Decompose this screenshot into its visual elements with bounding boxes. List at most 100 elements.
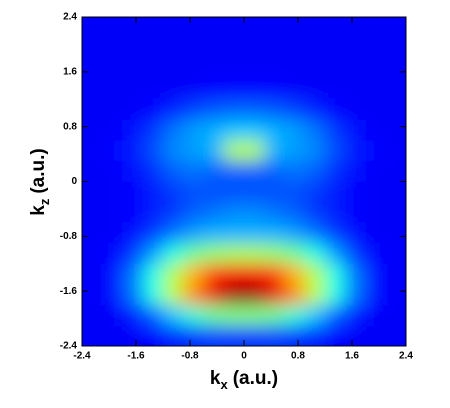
heatmap-cell xyxy=(244,78,265,100)
heatmap-cell xyxy=(345,78,366,100)
heatmap-cell xyxy=(325,202,346,224)
heatmap-cell xyxy=(142,17,164,39)
heatmap-cell xyxy=(203,284,225,306)
heatmap-cell xyxy=(142,78,164,100)
heatmap-cell xyxy=(102,243,123,265)
heatmap-cell xyxy=(82,222,103,244)
heatmap-cell xyxy=(82,284,103,306)
heatmap-cell xyxy=(163,304,184,326)
heatmap-cell xyxy=(163,181,184,203)
heatmap-cell xyxy=(264,37,285,59)
heatmap-cell xyxy=(142,119,164,141)
heatmap-cell xyxy=(385,243,406,265)
heatmap-cell xyxy=(82,140,103,162)
heatmap-cell xyxy=(102,119,123,141)
heatmap-cell xyxy=(325,119,346,141)
heatmap-cell xyxy=(163,99,184,121)
heatmap-cell xyxy=(122,119,144,141)
heatmap-cell xyxy=(264,160,285,182)
heatmap-cell xyxy=(385,140,406,162)
heatmap-cell xyxy=(183,140,204,162)
heatmap-cell xyxy=(244,284,265,306)
heatmap-cell xyxy=(82,160,103,182)
heatmap-cell xyxy=(223,78,245,100)
heatmap-cell xyxy=(203,119,225,141)
heatmap-cell xyxy=(325,37,346,59)
heatmap-cell xyxy=(223,243,245,265)
heatmap-cell xyxy=(142,202,164,224)
x-tick-label: 1.6 xyxy=(345,351,359,362)
heatmap-cell xyxy=(385,325,406,346)
heatmap-cell xyxy=(244,181,265,203)
heatmap-cell xyxy=(385,263,406,285)
heatmap-cell xyxy=(102,99,123,121)
heatmap-cell xyxy=(284,160,306,182)
heatmap-cell xyxy=(122,222,144,244)
heatmap-cell xyxy=(183,222,204,244)
heatmap-cell xyxy=(264,78,285,100)
heatmap-cell xyxy=(284,17,306,39)
heatmap-cell xyxy=(304,58,326,80)
heatmap-cell xyxy=(82,58,103,80)
heatmap-cell xyxy=(142,325,164,346)
heatmap-cell xyxy=(183,304,204,326)
heatmap-cell xyxy=(203,243,225,265)
heatmap-cell xyxy=(264,181,285,203)
heatmap-cell xyxy=(183,99,204,121)
heatmap-cell xyxy=(385,202,406,224)
heatmap-cell xyxy=(142,181,164,203)
heatmap-cell xyxy=(264,58,285,80)
heatmap-cell xyxy=(264,304,285,326)
heatmap-cell xyxy=(163,325,184,346)
heatmap-cell xyxy=(203,304,225,326)
heatmap-cell xyxy=(345,99,366,121)
heatmap-cell xyxy=(102,17,123,39)
heatmap-cell xyxy=(102,263,123,285)
heatmap-cell xyxy=(102,222,123,244)
heatmap-cell xyxy=(163,202,184,224)
heatmap-cell xyxy=(223,263,245,285)
heatmap-cell xyxy=(183,160,204,182)
heatmap-cell xyxy=(142,58,164,80)
heatmap-cell xyxy=(142,243,164,265)
heatmap-cell xyxy=(244,304,265,326)
heatmap-cell xyxy=(345,304,366,326)
heatmap-cell xyxy=(223,284,245,306)
heatmap-cell xyxy=(122,181,144,203)
heatmap xyxy=(82,17,406,346)
heatmap-cell xyxy=(102,181,123,203)
heatmap-cell xyxy=(203,17,225,39)
heatmap-cell xyxy=(163,263,184,285)
heatmap-cell xyxy=(304,325,326,346)
heatmap-cell xyxy=(304,284,326,306)
heatmap-cell xyxy=(223,99,245,121)
heatmap-cell xyxy=(244,99,265,121)
y-axis-label: kz (a.u.) xyxy=(28,148,52,215)
heatmap-cell xyxy=(345,222,366,244)
heatmap-cell xyxy=(82,263,103,285)
heatmap-cell xyxy=(325,325,346,346)
heatmap-cell xyxy=(203,160,225,182)
heatmap-cell xyxy=(203,37,225,59)
heatmap-cell xyxy=(142,263,164,285)
heatmap-cell xyxy=(365,181,387,203)
heatmap-cell xyxy=(385,17,406,39)
heatmap-cell xyxy=(203,263,225,285)
heatmap-cell xyxy=(244,17,265,39)
x-tick-label: 0 xyxy=(241,351,247,362)
heatmap-cell xyxy=(122,17,144,39)
heatmap-cell xyxy=(122,140,144,162)
heatmap-cell xyxy=(102,325,123,346)
heatmap-cell xyxy=(264,243,285,265)
y-label-unit: (a.u.) xyxy=(28,148,49,193)
heatmap-cell xyxy=(244,222,265,244)
heatmap-cell xyxy=(365,99,387,121)
heatmap-cell xyxy=(163,78,184,100)
y-tick-label: 0 xyxy=(71,176,77,187)
heatmap-cell xyxy=(385,304,406,326)
heatmap-cell xyxy=(102,160,123,182)
heatmap-cell xyxy=(345,140,366,162)
heatmap-cell xyxy=(264,263,285,285)
heatmap-cell xyxy=(244,160,265,182)
heatmap-cell xyxy=(365,17,387,39)
